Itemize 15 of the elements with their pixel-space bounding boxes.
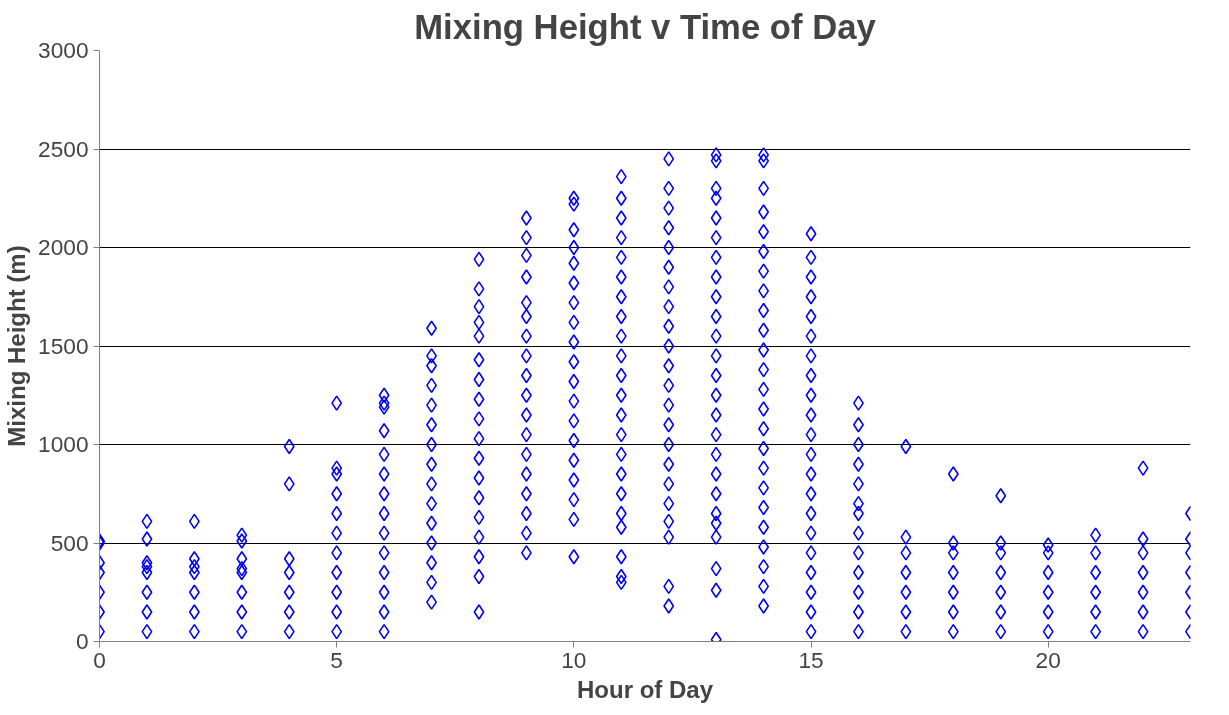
chart-title: Mixing Height v Time of Day [414,7,877,46]
x-tick-label: 10 [561,646,587,673]
x-tick-label: 20 [1035,646,1061,673]
y-tick-label: 2500 [38,135,89,162]
y-tick-label: 3000 [38,37,89,63]
x-tick-label: 0 [93,646,106,673]
y-tick-label: 2000 [38,234,89,260]
y-tick-label: 0 [75,628,89,654]
y-tick-label: 1000 [38,431,89,457]
y-tick-label: 1500 [38,332,89,359]
y-tick-label: 500 [50,529,89,556]
x-axis-title: Hour of Day [577,675,714,703]
x-tick-label: 15 [798,646,824,673]
x-tick-label: 5 [330,646,343,673]
y-axis-title: Mixing Height (m) [3,245,31,447]
